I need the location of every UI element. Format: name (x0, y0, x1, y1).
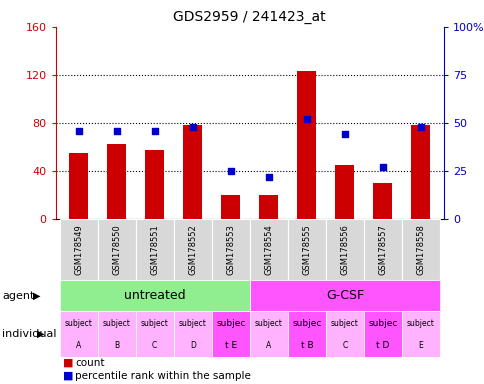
Bar (69, 153, 88, 219)
Text: subjec: subjec (291, 319, 321, 328)
Title: GDS2959 / 241423_at: GDS2959 / 241423_at (173, 10, 325, 25)
Point (378, 164, 386, 170)
Bar (183, 125, 202, 219)
Text: subject: subject (330, 319, 358, 328)
Bar (249, 219, 287, 280)
Text: GSM178557: GSM178557 (378, 224, 387, 275)
Bar (173, 219, 212, 280)
Bar (249, 311, 287, 357)
Point (340, 131, 348, 137)
Bar (373, 183, 392, 219)
Text: GSM178550: GSM178550 (112, 224, 121, 275)
Text: subject: subject (406, 319, 434, 328)
Bar (363, 311, 401, 357)
Bar (60, 219, 97, 280)
Bar (60, 280, 249, 311)
Text: GSM178552: GSM178552 (188, 224, 197, 275)
Bar (259, 195, 278, 219)
Text: C: C (342, 341, 347, 350)
Text: count: count (75, 358, 105, 368)
Text: GSM178554: GSM178554 (264, 224, 272, 275)
Text: t B: t B (300, 341, 313, 350)
Text: GSM178555: GSM178555 (302, 224, 311, 275)
Point (151, 127, 158, 134)
Bar (145, 151, 164, 219)
Text: A: A (76, 341, 81, 350)
Point (227, 168, 234, 174)
Point (264, 174, 272, 180)
Text: GSM178558: GSM178558 (416, 224, 424, 275)
Text: subject: subject (103, 319, 130, 328)
Bar (410, 125, 430, 219)
Text: subjec: subjec (367, 319, 397, 328)
Text: individual: individual (2, 329, 57, 339)
Bar (249, 280, 439, 311)
Text: untreated: untreated (123, 289, 185, 302)
Text: percentile rank within the sample: percentile rank within the sample (75, 371, 251, 381)
Bar (212, 219, 249, 280)
Text: subjec: subjec (216, 319, 245, 328)
Bar (325, 311, 363, 357)
Text: B: B (114, 341, 119, 350)
Text: GSM178556: GSM178556 (340, 224, 348, 275)
Text: GSM178549: GSM178549 (74, 224, 83, 275)
Point (188, 124, 196, 130)
Text: GSM178553: GSM178553 (226, 224, 235, 275)
Bar (287, 219, 325, 280)
Bar (401, 311, 439, 357)
Text: agent: agent (2, 291, 35, 301)
Point (112, 127, 120, 134)
Text: subject: subject (179, 319, 206, 328)
Text: E: E (418, 341, 423, 350)
Bar (60, 311, 97, 357)
Bar (212, 311, 249, 357)
Bar (173, 311, 212, 357)
Bar (136, 219, 173, 280)
Text: G-CSF: G-CSF (325, 289, 363, 302)
Text: D: D (189, 341, 195, 350)
Bar (297, 71, 316, 219)
Text: ▶: ▶ (33, 291, 40, 301)
Point (75, 127, 82, 134)
Text: subject: subject (140, 319, 168, 328)
Bar (221, 195, 240, 219)
Text: subject: subject (254, 319, 282, 328)
Text: A: A (266, 341, 271, 350)
Text: ■: ■ (63, 358, 74, 368)
Text: ■: ■ (63, 371, 74, 381)
Text: GSM178551: GSM178551 (150, 224, 159, 275)
Bar (287, 311, 325, 357)
Text: t E: t E (224, 341, 236, 350)
Text: ▶: ▶ (37, 329, 45, 339)
Bar (97, 311, 136, 357)
Bar (325, 219, 363, 280)
Bar (136, 311, 173, 357)
Bar (107, 144, 126, 219)
Text: C: C (152, 341, 157, 350)
Point (416, 124, 424, 130)
Text: t D: t D (376, 341, 389, 350)
Text: subject: subject (64, 319, 92, 328)
Bar (97, 219, 136, 280)
Bar (401, 219, 439, 280)
Bar (334, 165, 354, 219)
Bar (363, 219, 401, 280)
Point (302, 116, 310, 122)
